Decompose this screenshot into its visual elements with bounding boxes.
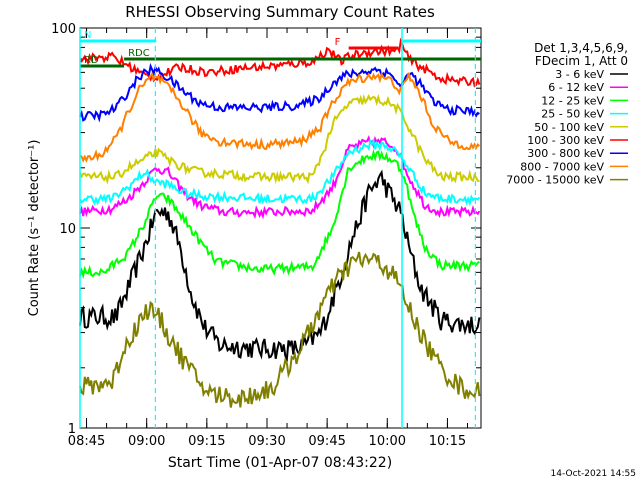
annotation-label-0: N (84, 30, 91, 41)
x-axis-label: Start Time (01-Apr-07 08:43:22) (168, 455, 392, 471)
legend-label-0: 3 - 6 keV (555, 68, 604, 81)
legend-label-1: 6 - 12 keV (548, 81, 604, 94)
legend-label-7: 800 - 7000 keV (520, 160, 604, 173)
series-line-4 (79, 93, 480, 185)
x-tick-label: 09:30 (248, 434, 285, 449)
y-axis-label: Count Rate (s⁻¹ detector⁻¹) (27, 140, 42, 317)
x-tick-label: 10:15 (429, 434, 466, 449)
y-tick-label: 1 (68, 422, 76, 437)
legend-label-2: 12 - 25 keV (541, 94, 604, 107)
legend-label-5: 100 - 300 keV (527, 134, 604, 147)
series-line-3 (79, 138, 481, 207)
series-line-8 (79, 251, 481, 408)
x-tick-label: 08:45 (68, 434, 105, 449)
series-line-5 (79, 37, 481, 88)
series-line-2 (79, 148, 480, 279)
chart-title: RHESSI Observing Summary Count Rates (125, 3, 435, 21)
x-tick-label: 09:00 (128, 434, 165, 449)
series-line-1 (79, 134, 481, 220)
legend-label-6: 300 - 800 keV (527, 147, 604, 160)
series-line-0 (79, 169, 481, 363)
annotation-label-3: F (335, 37, 341, 48)
y-tick-label: 10 (59, 222, 76, 237)
x-tick-label: 09:15 (188, 434, 225, 449)
annotation-label-2: RD (84, 55, 99, 66)
legend-label-4: 50 - 100 keV (534, 121, 604, 134)
legend-header-line-2: FDecim 1, Att 0 (535, 54, 628, 68)
annotation-label-1: RDC (128, 48, 150, 59)
y-tick-label: 100 (51, 22, 76, 37)
legend-label-8: 7000 - 15000 keV (506, 174, 604, 187)
legend: Det 1,3,4,5,6,9, FDecim 1, Att 0 3 - 6 k… (506, 41, 628, 187)
legend-label-3: 25 - 50 keV (541, 108, 604, 121)
series-line-7 (79, 71, 481, 163)
timestamp: 14-Oct-2021 14:55 (551, 469, 636, 479)
legend-header-line-1: Det 1,3,4,5,6,9, (534, 41, 628, 55)
x-tick-label: 09:45 (308, 434, 345, 449)
x-tick-label: 10:00 (369, 434, 406, 449)
plot-area: 1 10 100 08:45 09:00 09:15 09:30 09:45 10:00 10:1… (51, 22, 482, 449)
series-line-6 (79, 62, 480, 123)
